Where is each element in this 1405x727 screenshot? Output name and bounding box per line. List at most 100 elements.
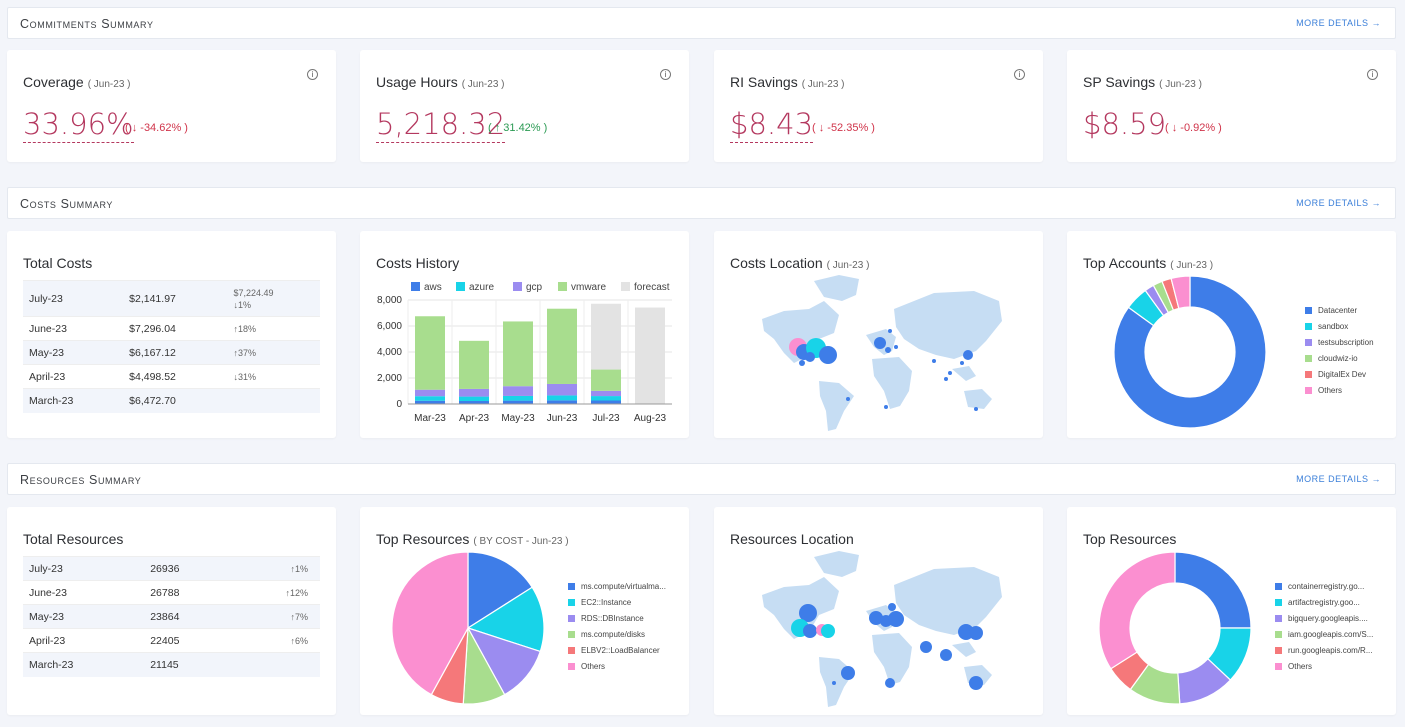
bar-segment [459, 340, 489, 389]
legend-label: ELBV2::LoadBalancer [581, 645, 660, 655]
bar-segment [503, 395, 533, 401]
bar-segment [635, 307, 665, 404]
legend-item[interactable]: cloudwiz-io [1305, 350, 1374, 366]
legend-label: ms.compute/disks [581, 629, 646, 639]
bar-segment [459, 388, 489, 397]
legend-item[interactable]: bigquery.googleapis.... [1275, 610, 1373, 626]
kpi-period: ( Jun-23 ) [801, 79, 845, 90]
kpi-value[interactable]: 5,218.32 [376, 107, 506, 143]
bar-segment [415, 400, 445, 404]
legend-item[interactable]: Others [1275, 658, 1373, 674]
card-period: ( Jun-23 ) [826, 260, 870, 271]
legend-swatch [568, 646, 575, 654]
legend-swatch [1305, 322, 1312, 330]
info-icon[interactable]: i [307, 69, 318, 80]
legend-item[interactable]: Datacenter [1305, 302, 1374, 318]
legend-swatch [1305, 386, 1312, 394]
legend-item[interactable]: ELBV2::LoadBalancer [568, 642, 666, 658]
forecast-value: $7,224.49 [233, 287, 274, 298]
legend-item[interactable]: artifactregistry.goo... [1275, 594, 1373, 610]
legend-item[interactable]: ms.compute/virtualma... [568, 578, 666, 594]
location-markers[interactable] [791, 603, 983, 690]
location-markers[interactable] [789, 329, 978, 411]
legend-label: Others [1288, 661, 1313, 671]
legend-item[interactable]: sandbox [1305, 318, 1374, 334]
arrow-right-icon: → [1371, 198, 1381, 208]
costs-history-chart[interactable]: 0 2,000 4,000 6,000 8,000 Mar-23 Apr-23 May-23 J… [360, 231, 689, 438]
legend-item[interactable]: iam.googleapis.com/S... [1275, 626, 1373, 642]
legend-swatch [513, 282, 522, 291]
costs-location-map[interactable] [714, 231, 1043, 438]
top-resources-donut[interactable] [1090, 543, 1260, 713]
legend-label: gcp [526, 282, 543, 293]
y-tick-label: 6,000 [377, 321, 402, 332]
legend-item[interactable]: testsubscription [1305, 334, 1374, 350]
pie-slice [466, 586, 545, 653]
bar-segment [591, 400, 621, 404]
more-details-link[interactable]: MORE DETAILS → [1296, 474, 1381, 484]
value-cell: 26936 [144, 556, 233, 581]
kpi-title: Usage Hours [376, 74, 458, 90]
legend-label: DigitalEx Dev [1318, 369, 1367, 379]
kpi-value: $8.59 [1083, 107, 1167, 141]
top-accounts-legend: Datacenter sandbox testsubscription cloudwi… [1305, 302, 1374, 398]
total-costs-table: July-23 $2,141.97 $7,224.49 ↓1% June-23 $7,2… [23, 280, 320, 413]
kpi-period: ( Jun-23 ) [461, 79, 505, 90]
x-tick-label: May-23 [501, 413, 535, 424]
legend-item[interactable]: DigitalEx Dev [1305, 366, 1374, 382]
month-cell: March-23 [23, 388, 124, 413]
kpi-value[interactable]: $8.43 [730, 107, 814, 143]
table-row: June-23 $7,296.04 ↑18% [23, 316, 320, 341]
top-resources-pie[interactable] [383, 543, 553, 713]
pie-slice [1174, 551, 1252, 629]
x-tick-label: Aug-23 [634, 413, 667, 424]
card-period: ( BY COST - Jun-23 ) [473, 536, 569, 547]
legend-label: forecast [634, 282, 670, 293]
month-cell: May-23 [23, 340, 124, 365]
legend-label: aws [424, 282, 442, 293]
legend-item[interactable]: RDS::DBInstance [568, 610, 666, 626]
legend-item[interactable]: containerregistry.go... [1275, 578, 1373, 594]
y-tick-label: 2,000 [377, 373, 402, 384]
value-cell: $2,141.97 [123, 280, 228, 317]
legend-swatch [558, 282, 567, 291]
resources-location-map[interactable] [714, 507, 1043, 715]
legend-item[interactable]: ms.compute/disks [568, 626, 666, 642]
legend-swatch [568, 582, 575, 590]
card-period: ( Jun-23 ) [1170, 260, 1214, 271]
legend-swatch [1305, 338, 1312, 346]
commitments-summary-bar: Commitments Summary MORE DETAILS → [7, 7, 1396, 39]
top-accounts-donut[interactable] [1105, 267, 1275, 437]
info-icon[interactable]: i [1367, 69, 1378, 80]
change-cell: ↓31% [227, 364, 320, 389]
legend-item[interactable]: Others [568, 658, 666, 674]
legend-item[interactable]: EC2::Instance [568, 594, 666, 610]
legend-swatch [568, 614, 575, 622]
legend-label: Datacenter [1318, 305, 1358, 315]
top-resources-legend: containerregistry.go... artifactregistry.… [1275, 578, 1373, 674]
month-cell: July-23 [23, 280, 124, 317]
legend-swatch [568, 598, 575, 606]
legend-label: Others [581, 661, 606, 671]
month-cell: June-23 [23, 580, 145, 605]
bar-segment [415, 316, 445, 390]
table-row: March-23 21145 [23, 652, 320, 677]
kpi-card-usage-hours: Usage Hours( Jun-23 ) i 5,218.32 ( ↑ 31.… [360, 50, 689, 162]
month-cell: July-23 [23, 556, 145, 581]
change-cell: ↑12% [232, 580, 320, 605]
table-row: July-23 26936 ↑1% [23, 556, 320, 581]
kpi-value[interactable]: 33.96% [23, 107, 134, 143]
y-tick-label: 8,000 [377, 295, 402, 306]
bar-segment [503, 386, 533, 396]
more-details-link[interactable]: MORE DETAILS → [1296, 18, 1381, 28]
month-cell: April-23 [23, 628, 145, 653]
bar-segment [503, 400, 533, 404]
info-icon[interactable]: i [1014, 69, 1025, 80]
kpi-title: RI Savings [730, 74, 798, 90]
info-icon[interactable]: i [660, 69, 671, 80]
legend-item[interactable]: run.googleapis.com/R... [1275, 642, 1373, 658]
x-tick-label: Apr-23 [459, 413, 489, 424]
top-accounts-card: Top Accounts( Jun-23 ) Datacenter sandbox… [1067, 231, 1396, 438]
legend-item[interactable]: Others [1305, 382, 1374, 398]
more-details-link[interactable]: MORE DETAILS → [1296, 198, 1381, 208]
